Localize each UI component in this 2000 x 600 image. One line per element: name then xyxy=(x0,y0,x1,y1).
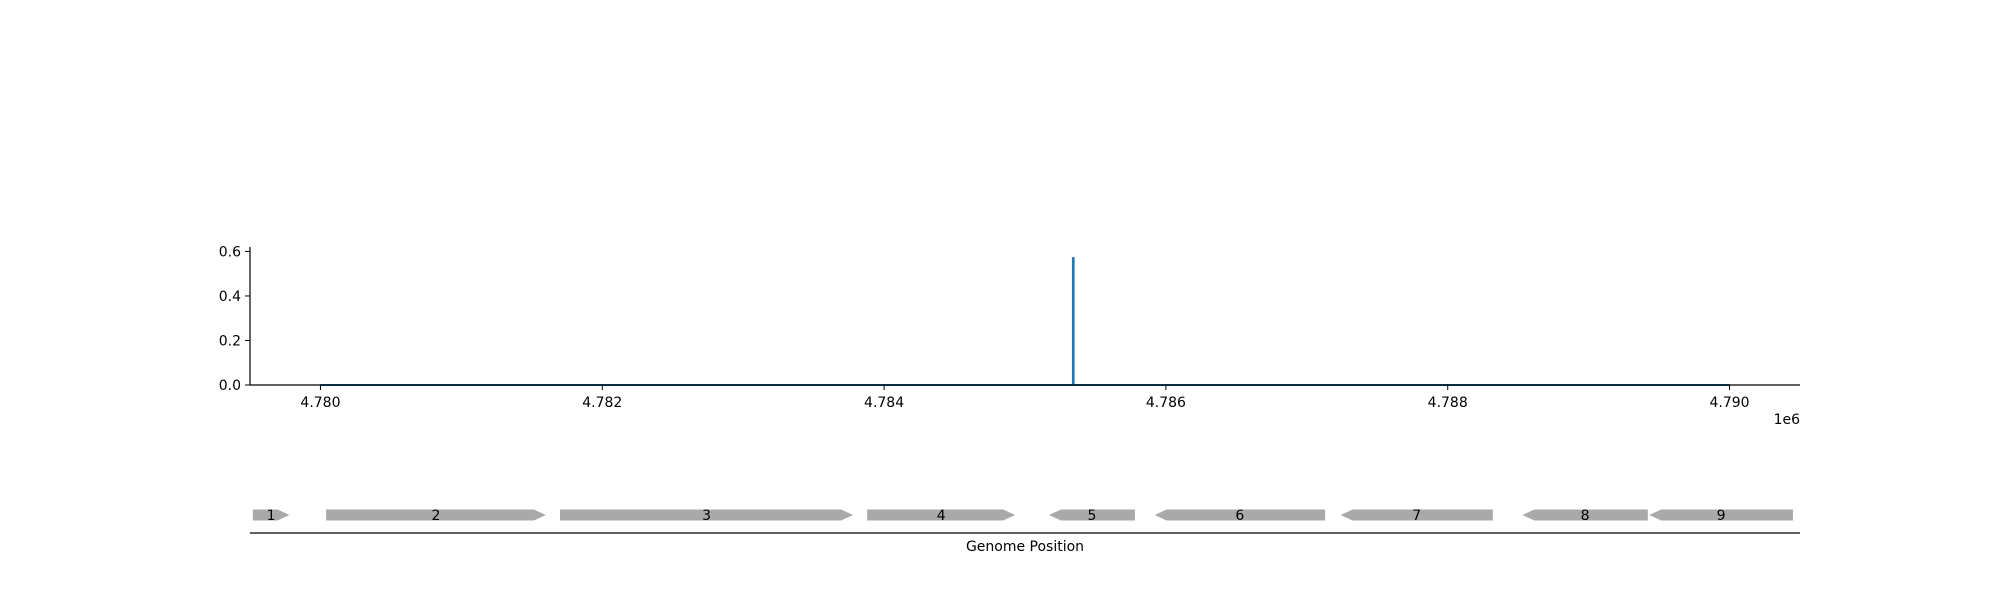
x-tick-label: 4.782 xyxy=(582,395,622,411)
x-tick-label: 4.786 xyxy=(1146,395,1186,411)
gene-label: 8 xyxy=(1581,508,1590,524)
coverage-plot: 0.00.20.40.6 4.780 4.782 4.784 4.786 4.788 4.… xyxy=(219,244,1800,428)
y-tick-label: 0.0 xyxy=(219,378,241,394)
gene-track: 1 2 3 4 5 6 7 8 9 Genome Position xyxy=(250,508,1800,555)
x-tick-label: 4.780 xyxy=(300,395,340,411)
gene-track-x-axis-label: Genome Position xyxy=(966,539,1084,555)
gene-label: 6 xyxy=(1235,508,1244,524)
gene-feature xyxy=(1522,509,1648,521)
x-axis-offset-label: 1e6 xyxy=(1774,412,1801,428)
y-tick-label: 0.6 xyxy=(219,244,241,260)
x-tick-label: 4.790 xyxy=(1709,395,1749,411)
gene-label: 4 xyxy=(937,508,946,524)
gene-label: 5 xyxy=(1087,508,1096,524)
gene-feature xyxy=(1154,509,1326,521)
gene-feature xyxy=(326,509,546,521)
coverage-line xyxy=(320,257,1730,386)
x-tick-label: 4.788 xyxy=(1428,395,1468,411)
gene-label: 1 xyxy=(267,508,276,524)
gene-feature xyxy=(560,509,854,521)
y-tick-label: 0.2 xyxy=(219,333,241,349)
y-tick-label: 0.4 xyxy=(219,289,241,305)
coverage-series xyxy=(320,257,1730,386)
gene-label: 9 xyxy=(1717,508,1726,524)
gene-feature xyxy=(867,509,1016,521)
gene-features: 1 2 3 4 5 6 7 8 9 xyxy=(252,508,1793,524)
x-tick-label: 4.784 xyxy=(864,395,904,411)
gene-label: 3 xyxy=(702,508,711,524)
gene-label: 2 xyxy=(432,508,441,524)
gene-label: 7 xyxy=(1412,508,1421,524)
gene-feature xyxy=(1649,509,1793,521)
gene-feature xyxy=(1340,509,1493,521)
x-axis-ticks: 4.780 4.782 4.784 4.786 4.788 4.790 xyxy=(300,385,1750,411)
gene-feature xyxy=(252,509,290,521)
y-axis-ticks: 0.0 0.2 0.4 0.6 xyxy=(219,244,250,394)
gene-feature xyxy=(1048,509,1135,521)
